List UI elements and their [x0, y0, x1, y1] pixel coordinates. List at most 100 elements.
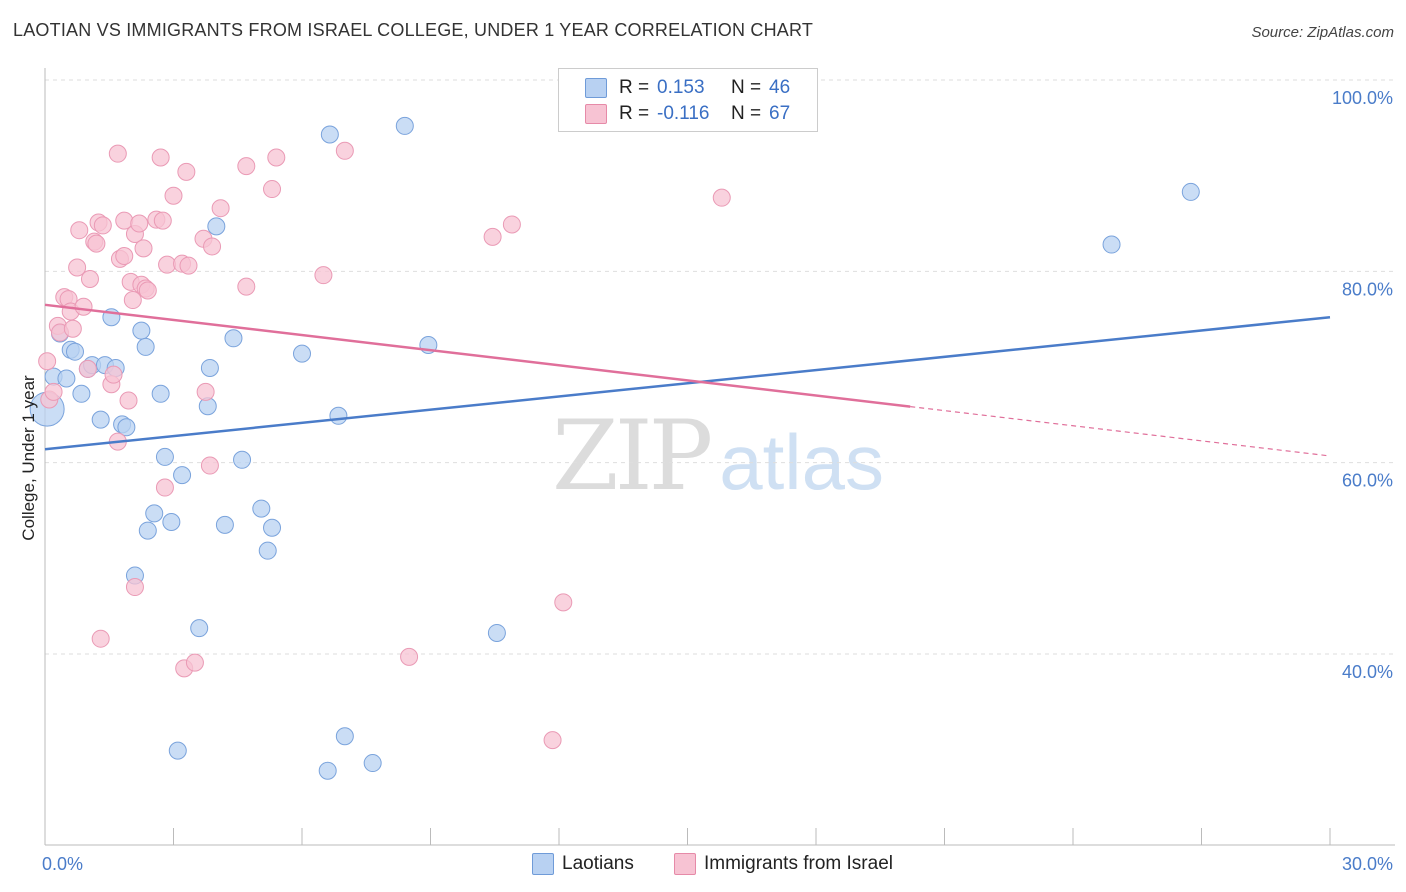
correlation-legend: R = 0.153 N = 46 R = -0.116 N = 67	[558, 68, 818, 132]
israel-point	[70, 221, 89, 240]
data-points	[29, 116, 1200, 780]
tick-labels: 100.0% 80.0% 60.0% 40.0% 0.0% 30.0%	[42, 88, 1393, 874]
israel-point	[211, 199, 230, 218]
laotian-point	[136, 337, 155, 356]
laotian-point	[162, 512, 181, 531]
legend-r-label: R =	[619, 103, 650, 124]
laotian-point	[1102, 235, 1121, 254]
laotian-trend-line	[44, 316, 1331, 451]
laotian-point	[117, 418, 136, 437]
bottom-legend-swatch-laotians	[532, 853, 554, 875]
chart-title: LAOTIAN VS IMMIGRANTS FROM ISRAEL COLLEG…	[13, 20, 814, 40]
legend-swatch-laotians	[585, 78, 607, 98]
laotian-point	[168, 741, 187, 760]
israel-point	[74, 297, 93, 316]
legend-n-label: N =	[731, 77, 762, 98]
israel-point	[44, 382, 63, 401]
israel-point	[267, 148, 286, 167]
source-note: Source: ZipAtlas.com	[1251, 24, 1394, 41]
laotian-point	[293, 344, 311, 363]
laotian-point	[72, 384, 91, 403]
y-tick-label: 40.0%	[1342, 662, 1393, 682]
laotian-point	[318, 761, 337, 780]
israel-point	[263, 180, 282, 199]
israel-point	[138, 281, 157, 300]
laotian-point	[57, 369, 76, 388]
israel-point	[179, 256, 198, 275]
israel-point	[155, 478, 174, 497]
y-tick-label: 80.0%	[1342, 279, 1393, 299]
laotian-point	[151, 384, 170, 403]
israel-point	[483, 227, 502, 246]
laotian-point	[145, 504, 164, 523]
y-axis-label: College, Under 1 year	[19, 375, 38, 541]
laotian-point	[252, 499, 271, 518]
israel-point	[63, 319, 82, 338]
israel-point	[400, 647, 419, 666]
laotian-point	[91, 410, 110, 429]
israel-point	[153, 211, 172, 230]
israel-point	[712, 188, 731, 207]
laotian-point	[215, 515, 234, 534]
israel-point	[93, 216, 112, 235]
israel-point	[203, 237, 222, 256]
israel-trend-line-extension	[910, 405, 1331, 457]
laotian-point	[263, 518, 282, 537]
israel-point	[151, 148, 170, 167]
axes	[44, 68, 1395, 846]
israel-point	[158, 255, 177, 274]
israel-point	[177, 162, 196, 181]
legend-n-value: 46	[769, 77, 791, 98]
israel-point	[196, 382, 215, 401]
laotian-point	[258, 541, 277, 560]
israel-point	[130, 214, 149, 233]
laotian-point	[395, 116, 414, 135]
laotian-point	[329, 406, 348, 425]
laotian-point	[320, 125, 339, 144]
laotian-point	[190, 619, 209, 638]
laotian-point	[132, 321, 151, 340]
laotian-point	[233, 450, 252, 469]
israel-point	[554, 593, 573, 612]
legend-n-label: N =	[731, 103, 762, 124]
israel-point	[134, 239, 153, 258]
israel-point	[185, 653, 204, 672]
israel-point	[80, 269, 99, 288]
israel-point	[108, 144, 127, 163]
israel-point	[125, 578, 144, 597]
bottom-legend-swatch-israel	[674, 853, 696, 875]
israel-point	[104, 365, 123, 384]
laotian-point	[224, 329, 243, 348]
laotian-point	[173, 466, 192, 485]
israel-point	[68, 258, 87, 277]
legend-r-value: 0.153	[657, 77, 705, 98]
israel-point	[543, 731, 562, 750]
israel-point	[237, 277, 256, 296]
israel-point	[164, 186, 183, 205]
israel-point	[78, 359, 97, 378]
israel-point	[314, 266, 333, 285]
laotian-point	[200, 358, 219, 377]
legend-r-value: -0.116	[657, 103, 710, 124]
y-tick-label: 60.0%	[1342, 471, 1393, 491]
laotian-point	[1181, 182, 1200, 201]
laotian-point	[65, 342, 84, 361]
israel-point	[87, 234, 106, 253]
israel-point	[115, 247, 134, 266]
laotian-point	[207, 217, 226, 236]
israel-point	[335, 141, 354, 160]
israel-point	[200, 456, 219, 475]
laotian-point	[487, 623, 506, 642]
x-tick-label: 30.0%	[1342, 854, 1393, 874]
x-tick-label: 0.0%	[42, 854, 83, 874]
laotian-point	[363, 754, 382, 773]
trend-lines	[44, 303, 1331, 457]
israel-point	[502, 215, 521, 234]
laotian-point	[155, 447, 174, 466]
israel-point	[119, 391, 138, 410]
israel-point	[123, 291, 142, 310]
bottom-legend-label: Laotians	[562, 853, 634, 874]
israel-point	[237, 157, 256, 176]
y-tick-label: 100.0%	[1332, 88, 1393, 108]
